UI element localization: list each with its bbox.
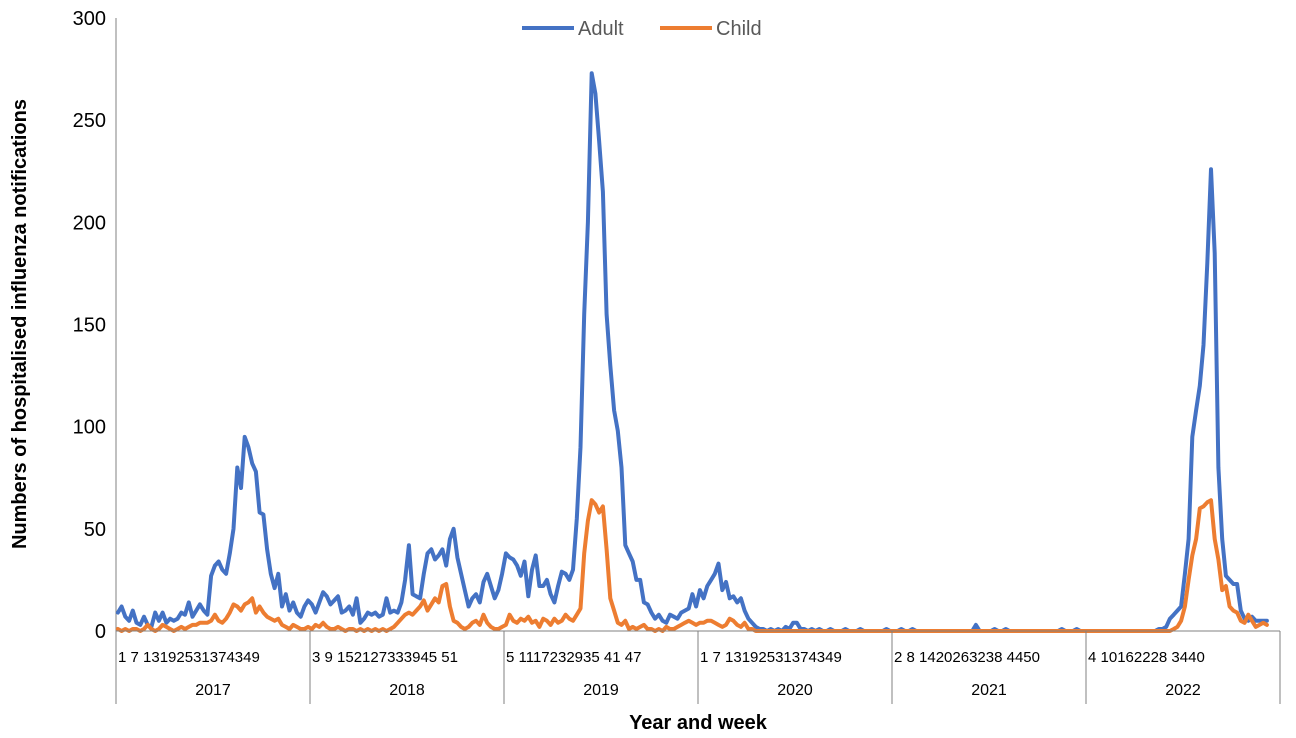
- x-axis: 1 7 13192531374349 2017 3 9 152127333945 5…: [115, 630, 1281, 704]
- y-tick-label: 0: [95, 621, 106, 643]
- y-tick-label: 50: [84, 519, 106, 541]
- y-tick-label: 250: [73, 110, 106, 132]
- legend-label-adult: Adult: [578, 18, 624, 40]
- week-tick-labels: 4 10162228 3440: [1088, 649, 1205, 666]
- week-tick-labels: 1 7 13192531374349: [118, 649, 260, 666]
- plot-area: [115, 71, 1269, 633]
- legend: Adult Child: [522, 18, 762, 40]
- week-tick-labels: 2 8 1420263238 4450: [894, 649, 1040, 666]
- series-line-adult: [115, 71, 1269, 633]
- year-label: 2017: [195, 682, 231, 699]
- y-tick-label: 200: [73, 212, 106, 234]
- week-tick-labels: 3 9 152127333945 51: [312, 649, 458, 666]
- y-axis: 0 50 100 150 200 250 300: [73, 8, 117, 643]
- week-tick-labels: 1 7 13192531374349: [700, 649, 842, 666]
- legend-label-child: Child: [716, 18, 762, 40]
- y-tick-label: 150: [73, 315, 106, 337]
- x-axis-title: Year and week: [629, 712, 768, 734]
- week-tick-labels: 5 1117232935 41 47: [506, 649, 641, 666]
- y-tick-label: 300: [73, 8, 106, 30]
- year-label: 2018: [389, 682, 425, 699]
- year-label: 2022: [1165, 682, 1201, 699]
- year-label: 2021: [971, 682, 1007, 699]
- y-axis-title: Numbers of hospitalised influenza notifi…: [9, 99, 31, 549]
- y-tick-label: 100: [73, 417, 106, 439]
- year-label: 2019: [583, 682, 619, 699]
- year-label: 2020: [777, 682, 813, 699]
